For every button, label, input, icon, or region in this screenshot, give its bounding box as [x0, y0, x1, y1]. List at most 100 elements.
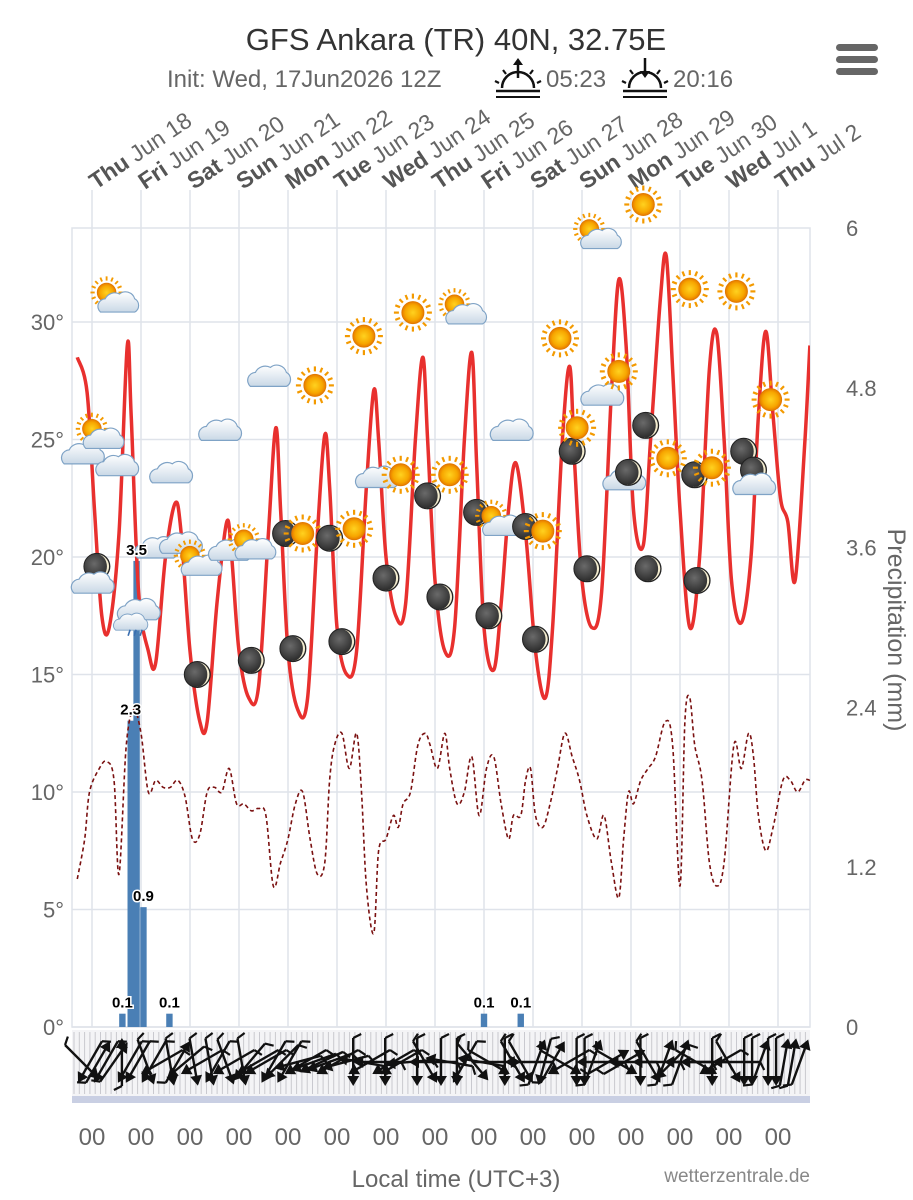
- sun-icon: [334, 508, 375, 549]
- wind-arrow-icon: [316, 1048, 367, 1075]
- moon-icon: [183, 661, 211, 688]
- temperature-series-line: [75, 251, 810, 736]
- precipitation-bar: [119, 1013, 126, 1027]
- precipitation-tick-label: 1.2: [846, 855, 877, 880]
- precipitation-tick-label: 4.8: [846, 376, 877, 401]
- moon-icon: [573, 555, 601, 583]
- wind-arrow-icon: [125, 1040, 159, 1083]
- precipitation-bar: [127, 720, 134, 1027]
- sun-cloud-icon: [573, 213, 621, 249]
- cloud-icon: [580, 383, 625, 406]
- precipitation-tick-label: 3.6: [846, 536, 877, 561]
- sunset-time: 20:16: [673, 66, 733, 93]
- temperature-tick-label: 15°: [31, 663, 64, 688]
- precipitation-value-label: 3.5: [126, 542, 147, 559]
- moon-icon: [634, 555, 662, 583]
- precipitation-value-label: 0.1: [112, 995, 133, 1012]
- x-tick-label: 00: [275, 1124, 302, 1151]
- temperature-tick-label: 20°: [31, 545, 64, 570]
- x-tick-label: 00: [765, 1124, 792, 1151]
- x-tick-label: 00: [716, 1124, 743, 1151]
- source-credit: wetterzentrale.de: [663, 1166, 810, 1187]
- sun-cloud-icon: [76, 413, 124, 449]
- sun-icon: [623, 184, 664, 225]
- moon-icon: [426, 583, 454, 611]
- wind-arrow-icon: [77, 1041, 111, 1084]
- temperature-tick-label: 30°: [31, 310, 64, 335]
- precipitation-bar: [166, 1013, 173, 1027]
- wind-arrow-icon: [519, 1039, 548, 1087]
- temperature-axis: 0° 5° 10° 15° 20° 25° 30°: [31, 310, 64, 1040]
- moon-icon: [328, 628, 356, 656]
- cloud-icon: [489, 418, 534, 441]
- cloud-icon: [149, 460, 194, 484]
- wind-arrow-icon: [167, 1045, 213, 1078]
- precipitation-bars: [119, 560, 524, 1027]
- x-tick-label: 00: [373, 1124, 400, 1151]
- moon-icon: [475, 602, 503, 630]
- sun-cloud-icon: [90, 276, 138, 312]
- dewpoint-series-line: [76, 694, 810, 935]
- precipitation-bar: [140, 907, 147, 1027]
- wind-arrow-icon: [738, 1033, 753, 1086]
- wind-arrow-icon: [770, 1033, 785, 1086]
- moon-icon: [683, 567, 711, 594]
- cloud-icon: [732, 472, 777, 496]
- wind-arrow-icon: [579, 1049, 630, 1076]
- moon-icon: [279, 635, 307, 663]
- hamburger-menu-icon[interactable]: [836, 44, 878, 75]
- sun-icon: [343, 316, 384, 357]
- precipitation-tick-label: 6: [846, 216, 858, 241]
- precipitation-value-label: 0.1: [474, 995, 495, 1012]
- x-tick-label: 00: [569, 1124, 596, 1151]
- moon-icon: [632, 411, 660, 439]
- x-tick-label: 00: [471, 1124, 498, 1151]
- wind-arrow-icon: [782, 1039, 811, 1087]
- x-tick-label: 00: [226, 1124, 253, 1151]
- wind-direction-strip: [63, 1030, 811, 1103]
- precipitation-bar: [517, 1013, 524, 1027]
- precipitation-axis-title: Precipitation (mm): [882, 529, 910, 732]
- init-time: Init: Wed, 17Jun2026 12Z: [167, 66, 441, 93]
- temperature-tick-label: 25°: [31, 428, 64, 453]
- wind-arrow-icon: [216, 1032, 237, 1085]
- chart-title: GFS Ankara (TR) 40N, 32.75E: [246, 22, 666, 57]
- cloud-icon: [247, 364, 292, 387]
- wind-arrow-icon: [706, 1033, 721, 1086]
- sun-icon: [392, 292, 433, 333]
- x-tick-label: 00: [618, 1124, 645, 1151]
- wind-arrow-icon: [425, 1053, 477, 1076]
- x-tick-label: 00: [128, 1124, 155, 1151]
- sun-icon: [294, 365, 335, 406]
- sun-cloud-icon: [438, 288, 486, 324]
- sun-icon: [598, 351, 639, 392]
- precipitation-bar: [480, 1013, 488, 1027]
- wind-arrow-icon: [188, 1032, 203, 1086]
- precipitation-bar: [133, 560, 140, 1027]
- precipitation-labels: 0.1 2.3 3.5 0.9 0.1 0.1 0.1: [110, 540, 532, 1013]
- wind-arrow-icon: [570, 1033, 586, 1086]
- rain-cloud-icon: [114, 599, 161, 636]
- x-tick-label: 00: [177, 1124, 204, 1151]
- precipitation-value-label: 0.9: [133, 888, 154, 905]
- sunrise-time: 05:23: [546, 66, 606, 93]
- wind-arrow-icon: [531, 1041, 565, 1084]
- temperature-tick-label: 5°: [43, 898, 64, 923]
- precipitation-value-label: 0.1: [510, 995, 531, 1012]
- x-axis-tick-labels: 00 00 00 00 00 00 00 00 00 00 00 00 00 00 00: [79, 1124, 792, 1151]
- sun-icon: [669, 269, 710, 310]
- wind-arrow-icon: [762, 1033, 777, 1086]
- sunrise-icon: [494, 58, 542, 98]
- sunset-icon: [621, 58, 669, 98]
- precipitation-tick-label: 0: [846, 1015, 858, 1040]
- moon-icon: [615, 458, 642, 486]
- temperature-tick-label: 0°: [43, 1015, 64, 1040]
- x-tick-label: 00: [79, 1124, 106, 1151]
- wind-arrow-icon: [136, 1032, 157, 1085]
- sun-icon: [539, 318, 581, 359]
- sun-icon: [716, 271, 757, 312]
- wind-arrow-icon: [379, 1033, 394, 1086]
- moon-icon: [522, 625, 549, 653]
- wind-strip-scrollbar[interactable]: [72, 1096, 810, 1103]
